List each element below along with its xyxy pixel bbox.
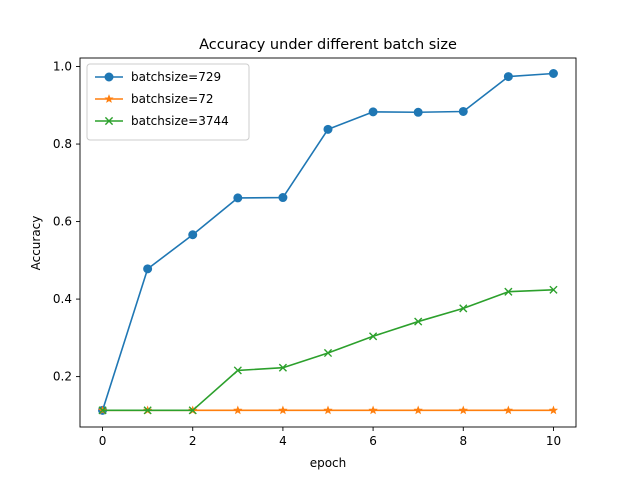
y-tick-label: 0.6 [53, 215, 72, 229]
legend-label: batchsize=3744 [131, 114, 229, 128]
series-2-point [278, 405, 288, 415]
y-tick-label: 0.8 [53, 137, 72, 151]
x-tick-label: 0 [99, 434, 107, 448]
series-3-point [98, 406, 107, 415]
series-2-point [548, 405, 559, 415]
y-axis-label: Accuracy [29, 216, 43, 271]
series-3-point [549, 285, 558, 294]
legend-box [86, 63, 250, 141]
series-1-point [323, 124, 333, 134]
x-tick-label: 4 [279, 434, 287, 448]
series-1-point [413, 107, 423, 117]
series-1-point [278, 193, 288, 203]
x-axis-label: epoch [310, 456, 347, 470]
axes-frame [79, 57, 577, 428]
series-3-point [414, 317, 423, 326]
x-tick-label: 10 [546, 434, 561, 448]
legend-label: batchsize=72 [131, 92, 213, 106]
series-1-point [188, 230, 198, 240]
x-tick-label: 8 [459, 434, 467, 448]
legend-swatch-marker [104, 94, 114, 103]
series-3-point [504, 287, 513, 296]
series-3-point [188, 406, 197, 415]
legend-swatch-marker [104, 72, 114, 82]
series-2-point [368, 405, 378, 415]
legend-item-3: batchsize=3744 [95, 114, 229, 128]
series-3-point [233, 366, 242, 375]
series-2-point [503, 405, 513, 415]
series-1-point [503, 72, 513, 82]
legend-label: batchsize=729 [131, 70, 221, 84]
series-2-point [458, 405, 468, 415]
y-tick-label: 1.0 [53, 60, 72, 74]
y-tick-label: 0.2 [53, 370, 72, 384]
series-3-point [459, 304, 468, 313]
series-3-point [323, 348, 333, 358]
y-tick-label: 0.4 [53, 292, 72, 306]
x-tick-label: 6 [369, 434, 377, 448]
axes: 0 2 4 6 8 10 0.2 0.4 0.6 0.8 1.0 [53, 57, 577, 448]
legend: batchsize=729 batchsize=72 batchsize=3744 [86, 63, 250, 141]
series-1-point [233, 193, 243, 203]
series-3-point [368, 332, 378, 341]
chart-title: Accuracy under different batch size [199, 37, 457, 53]
series-3 [98, 285, 558, 415]
series-2-point [323, 405, 333, 415]
series-1-point [548, 69, 558, 79]
plot-area [97, 69, 559, 415]
series-1-point [458, 106, 468, 116]
series-1-point [368, 107, 378, 117]
legend-item-1: batchsize=729 [95, 70, 221, 84]
legend-item-2: batchsize=72 [95, 92, 213, 106]
legend-swatch-marker [104, 116, 114, 126]
series-2-point [233, 405, 243, 415]
series-1-point [143, 264, 153, 274]
series-3-point [143, 406, 152, 415]
series-3-point [278, 363, 288, 372]
x-tick-label: 2 [189, 434, 197, 448]
series-2-point [413, 405, 423, 415]
